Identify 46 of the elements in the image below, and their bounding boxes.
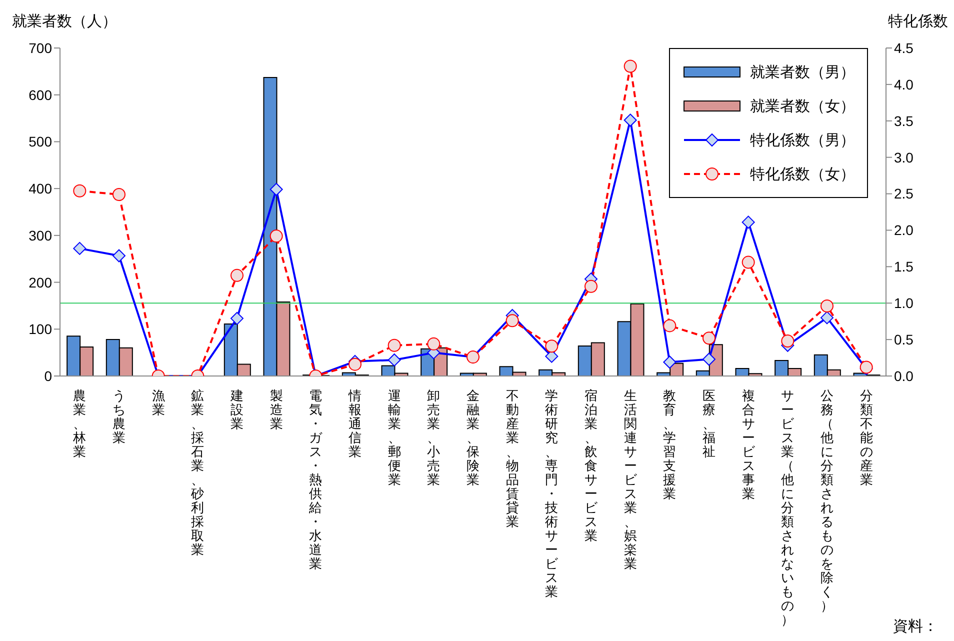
x-tick-label: 教育、学習支援業 — [663, 388, 676, 501]
x-tick-label: 分類不能の産業 — [860, 388, 873, 487]
category-label: 電気・ガス・熱供給・水道業 — [309, 388, 322, 571]
category-label: 宿泊業、飲食サービス業 — [584, 388, 598, 543]
y2-tick-label: 2.5 — [894, 186, 914, 202]
legend-label: 就業者数（女） — [750, 96, 855, 116]
legend-label: 就業者数（男） — [750, 62, 855, 82]
x-tick-label: 金融業、保険業 — [466, 388, 480, 487]
x-tick-label: うち農業 — [112, 388, 126, 445]
category-label: 生活関連サービス業、娯楽業 — [624, 388, 637, 571]
legend-label: 特化係数（女） — [750, 164, 855, 184]
x-tick-label: 製造業 — [270, 388, 283, 431]
y2-axis-title: 特化係数 — [888, 12, 948, 31]
y2-tick-label: 3.5 — [894, 112, 914, 129]
y2-tick-label: 0.0 — [894, 368, 914, 384]
x-tick-label: 情報通信業 — [348, 388, 362, 459]
x-tick-label: 医療、福祉 — [702, 388, 716, 459]
category-label: 学術研究、専門・技術サービス業 — [545, 388, 558, 599]
y-tick-label: 300 — [28, 227, 52, 244]
category-label: 鉱業、採石業、砂利採取業 — [191, 388, 204, 557]
x-tick-label: 複合サービス事業 — [742, 388, 756, 501]
x-tick-label: 卸売業、小売業 — [427, 388, 440, 487]
category-label: 不動産業、物品賃貸業 — [506, 388, 519, 529]
y-tick-label: 700 — [28, 40, 52, 56]
y2-tick-label: 1.5 — [894, 258, 914, 275]
y-tick-label: 0 — [44, 368, 52, 384]
y-tick-label: 600 — [28, 86, 52, 103]
x-tick-label: 漁業 — [152, 388, 165, 417]
category-label: サービス業（他に分類されないもの） — [781, 388, 794, 627]
y2-tick-label: 0.5 — [894, 332, 914, 348]
y-axis-title: 就業者数（人） — [12, 12, 117, 31]
x-tick-label: 建設業 — [230, 388, 244, 431]
y-tick-label: 400 — [28, 180, 52, 197]
y-tick-label: 200 — [28, 274, 52, 290]
y-tick-label: 100 — [28, 321, 52, 338]
category-label: 公務（他に分類されるものを除く） — [820, 388, 834, 613]
y2-tick-label: 4.0 — [894, 76, 914, 92]
y2-tick-label: 2.0 — [894, 222, 914, 238]
text: 資料： — [893, 617, 938, 636]
x-tick-label: 運輸業、郵便業 — [388, 388, 401, 487]
y2-tick-label: 3.0 — [894, 149, 914, 166]
y2-tick-label: 4.5 — [894, 40, 914, 56]
x-tick-label: 農業、林業 — [72, 388, 86, 459]
legend-label: 特化係数（男） — [750, 130, 855, 150]
y2-tick-label: 1.0 — [894, 295, 914, 312]
y-tick-label: 500 — [28, 134, 52, 150]
